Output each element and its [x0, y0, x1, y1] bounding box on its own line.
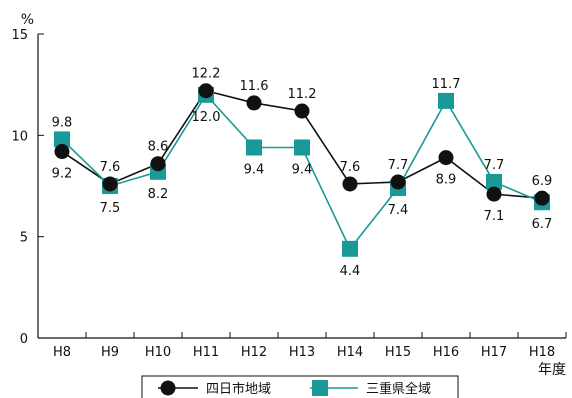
y-tick-label: 15 — [11, 28, 28, 43]
data-label: 9.4 — [244, 162, 265, 177]
circle-marker — [486, 186, 502, 202]
data-label: 9.8 — [52, 115, 73, 130]
data-label: 7.6 — [100, 160, 121, 175]
legend-square-marker — [312, 380, 328, 396]
data-label: 8.9 — [436, 173, 457, 188]
data-label: 8.6 — [148, 140, 169, 155]
data-label: 11.6 — [240, 79, 269, 94]
axes: 0 5 10 15% H8 H9 H10 H11 H12 H13 H14 H15 H16 H17 H18 年度 — [11, 12, 567, 378]
circle-marker — [390, 174, 406, 190]
x-tick-label: H16 — [433, 345, 459, 360]
circle-marker — [102, 176, 118, 192]
circle-marker — [534, 190, 550, 206]
circle-marker — [342, 176, 358, 192]
y-tick-label: 0 — [20, 332, 28, 347]
series-markers — [54, 83, 550, 257]
square-marker — [246, 139, 262, 156]
circle-marker — [438, 150, 454, 166]
x-tick-label: H15 — [385, 345, 411, 360]
circle-marker — [54, 144, 70, 160]
legend-label-1: 四日市地域 — [206, 381, 271, 397]
square-marker — [294, 139, 310, 156]
circle-marker — [294, 103, 310, 119]
data-label: 11.7 — [432, 77, 461, 92]
legend-circle-marker — [160, 380, 176, 396]
legend-label-2: 三重県全域 — [366, 381, 431, 397]
data-label: 7.6 — [340, 160, 361, 175]
square-marker — [486, 173, 502, 190]
legend-box — [141, 375, 459, 398]
x-tick-label: H17 — [481, 345, 507, 360]
data-label: 7.1 — [484, 209, 505, 224]
x-unit-label: 年度 — [538, 362, 566, 378]
data-label: 9.4 — [292, 162, 313, 177]
circle-marker — [246, 95, 262, 111]
data-label: 7.4 — [388, 203, 409, 218]
x-tick-label: H9 — [101, 345, 119, 360]
data-label: 6.9 — [532, 174, 553, 189]
circle-marker — [198, 83, 214, 99]
data-label: 11.2 — [288, 87, 317, 102]
x-tick-label: H10 — [145, 345, 171, 360]
square-marker — [342, 240, 358, 257]
data-label: 7.5 — [100, 201, 121, 216]
data-label: 7.7 — [484, 158, 505, 173]
x-tick-label: H11 — [193, 345, 219, 360]
y-tick-label: 5 — [20, 231, 28, 246]
y-unit-label: % — [21, 12, 34, 28]
x-tick-label: H13 — [289, 345, 315, 360]
data-labels: 9.8 9.2 7.6 7.5 8.6 8.2 12.2 12.0 11.6 9.4 11.2 9.4… — [52, 67, 553, 279]
legend: 四日市地域 三重県全域 — [141, 375, 459, 398]
data-label: 4.4 — [340, 264, 361, 279]
y-tick-label: 10 — [11, 129, 28, 144]
data-label: 6.7 — [532, 217, 553, 232]
x-tick-label: H14 — [337, 345, 363, 360]
circle-marker — [150, 156, 166, 172]
data-label: 12.2 — [192, 67, 221, 82]
x-tick-label: H12 — [241, 345, 267, 360]
square-marker — [438, 92, 454, 109]
data-label: 9.2 — [52, 167, 73, 182]
square-marker — [54, 131, 70, 148]
data-label: 12.0 — [192, 110, 221, 125]
data-label: 8.2 — [148, 187, 169, 202]
x-tick-label: H8 — [53, 345, 71, 360]
data-label: 7.7 — [388, 158, 409, 173]
x-tick-label: H18 — [529, 345, 555, 360]
